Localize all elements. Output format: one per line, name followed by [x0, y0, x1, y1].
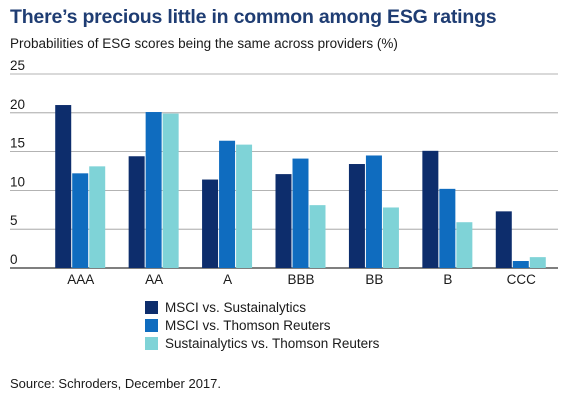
x-tick-label: AA: [145, 272, 163, 287]
bar: [145, 112, 162, 268]
bar: [236, 144, 253, 268]
bar: [162, 113, 179, 269]
x-tick-label: B: [443, 272, 452, 287]
bars: [55, 105, 546, 269]
bar: [365, 155, 382, 268]
bar: [456, 222, 473, 268]
bar: [275, 174, 292, 268]
bar: [422, 150, 439, 268]
bar: [89, 166, 106, 268]
y-tick-label: 10: [10, 174, 25, 189]
bar: [72, 173, 89, 268]
x-tick-label: CCC: [507, 272, 536, 287]
bar: [495, 211, 512, 268]
legend-swatch-1: [145, 318, 158, 332]
x-axis-ticks: AAA AA A BBB BB B CCC: [67, 272, 536, 287]
bar: [202, 179, 219, 268]
chart-title: There’s precious little in common among …: [10, 6, 497, 28]
x-tick-label: A: [223, 272, 232, 287]
y-tick-label: 25: [10, 58, 25, 73]
bar: [219, 140, 236, 268]
bar: [382, 207, 399, 268]
bar: [309, 205, 326, 268]
bar: [292, 158, 309, 268]
bar: [348, 164, 365, 268]
legend-swatch-0: [145, 300, 158, 314]
y-tick-label: 5: [10, 213, 18, 228]
y-axis-ticks: 0 5 10 15 20 25: [10, 58, 25, 267]
bar: [512, 261, 529, 268]
legend-swatch-2: [145, 336, 158, 350]
chart-subtitle: Probabilities of ESG scores being the sa…: [10, 36, 398, 51]
x-tick-label: BB: [365, 272, 383, 287]
bar: [55, 105, 72, 268]
legend-label: Sustainalytics vs. Thomson Reuters: [165, 335, 380, 351]
legend-label: MSCI vs. Sustainalytics: [165, 299, 307, 315]
bar: [439, 188, 456, 268]
bar: [128, 156, 145, 268]
x-tick-label: AAA: [67, 272, 94, 287]
legend: MSCI vs. Sustainalytics MSCI vs. Thomson…: [145, 298, 379, 352]
y-tick-label: 15: [10, 136, 25, 151]
legend-label: MSCI vs. Thomson Reuters: [165, 317, 331, 333]
legend-item: MSCI vs. Thomson Reuters: [145, 316, 379, 334]
y-tick-label: 0: [10, 252, 18, 267]
bar: [529, 257, 546, 268]
x-tick-label: BBB: [287, 272, 314, 287]
legend-item: Sustainalytics vs. Thomson Reuters: [145, 334, 379, 352]
y-tick-label: 20: [10, 97, 25, 112]
source-note: Source: Schroders, December 2017.: [10, 376, 221, 391]
legend-item: MSCI vs. Sustainalytics: [145, 298, 379, 316]
